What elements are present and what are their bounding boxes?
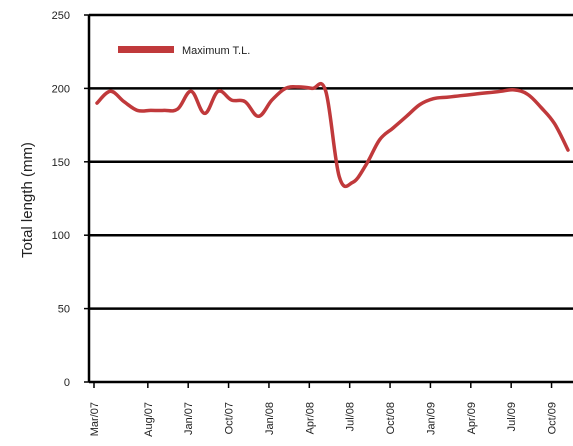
x-tick-label: Mar/07 — [89, 402, 101, 436]
y-tick-label: 150 — [52, 157, 70, 169]
x-tick-label: Aug/07 — [143, 402, 155, 437]
x-axis-ticks: Mar/07 Aug/07 Jan/07 Oct/07 Jan/08 Apr/08 Jul/… — [89, 382, 559, 437]
y-tick-label: 100 — [52, 230, 70, 242]
y-tick-label: 0 — [64, 377, 70, 389]
legend-swatch — [118, 46, 174, 53]
x-tick-label: Oct/08 — [385, 402, 397, 434]
x-tick-label: Jan/08 — [264, 402, 276, 435]
y-tick-label: 50 — [58, 304, 70, 316]
y-axis-ticks: 0 50 100 150 200 250 — [52, 10, 89, 389]
y-tick-label: 250 — [52, 10, 70, 22]
y-tick-label: 200 — [52, 83, 70, 95]
x-tick-label: Jan/09 — [425, 402, 437, 435]
x-tick-label: Apr/08 — [304, 402, 316, 434]
legend: Maximum T.L. — [118, 45, 250, 57]
gridlines — [89, 13, 573, 310]
x-tick-label: Oct/09 — [547, 402, 559, 434]
x-tick-label: Jan/07 — [183, 402, 195, 435]
y-axis-title: Total length (mm) — [19, 142, 36, 258]
legend-label: Maximum T.L. — [182, 45, 250, 57]
x-tick-label: Apr/09 — [466, 402, 478, 434]
series-layer — [95, 81, 570, 189]
x-tick-label: Oct/07 — [224, 402, 236, 434]
x-tick-label: Jul/08 — [345, 402, 357, 431]
x-tick-label: Jul/09 — [506, 402, 518, 431]
series-line-maximum-tl — [95, 81, 570, 189]
